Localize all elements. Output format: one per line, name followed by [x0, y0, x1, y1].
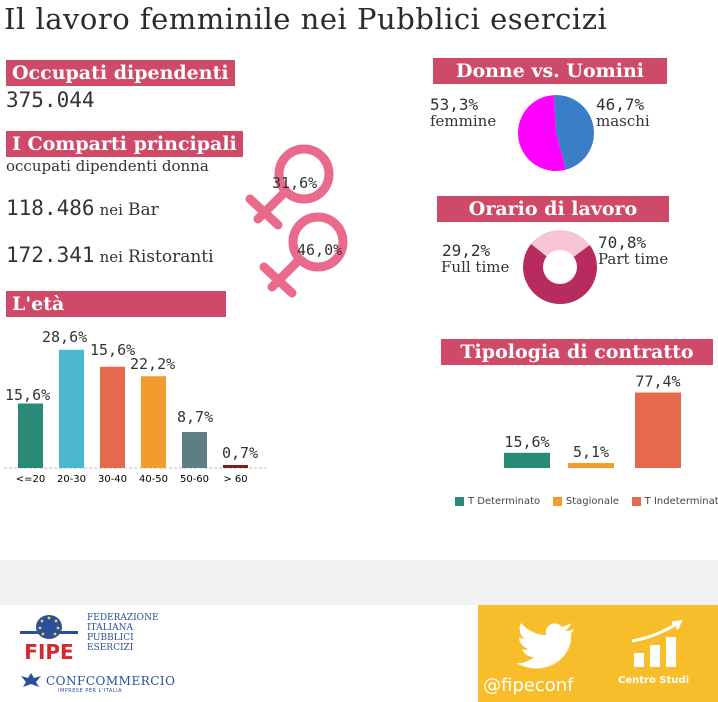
female-symbol-icon — [259, 212, 348, 298]
eta-bar-chart: <=20 20-30 30-40 40-50 50-60 > 6015,6%28,6%15… — [4, 328, 266, 485]
tipologia-header: Tipologia di contratto — [441, 339, 713, 365]
bar-t-determinato — [504, 452, 550, 468]
bar-> 60 — [223, 465, 248, 468]
ristoranti-pct: 46,0% — [297, 241, 343, 259]
tick-label: 30-40 — [98, 474, 127, 485]
centro-studi-label: Centro Studi — [618, 675, 689, 686]
bar-30-40 — [100, 366, 125, 468]
pie-slice-maschi — [553, 95, 594, 170]
maschi-pct: 46,7% — [596, 95, 645, 114]
fipe-line: FEDERAZIONE — [87, 613, 159, 623]
femmine-label: femmine — [430, 112, 497, 130]
female-symbols — [245, 144, 348, 298]
legend-label: T Determinato — [468, 496, 541, 507]
legend-item: T Determinato — [455, 496, 540, 507]
bar-row: 118.486 nei Bar — [6, 196, 159, 220]
maschi-label: maschi — [596, 112, 650, 130]
bar-prefix: nei — [99, 201, 123, 219]
fipe-logo-text: FIPE — [24, 640, 73, 664]
parttime-label: Part time — [598, 250, 669, 268]
bar-stagionale — [568, 463, 614, 468]
parttime-pct: 70,8% — [598, 233, 647, 252]
bar-20-30 — [59, 349, 84, 468]
tipologia-legend: T Determinato Stagionale T Indeterminato — [455, 496, 718, 507]
gender-pie-chart — [518, 95, 594, 171]
tipologia-bar-chart: 15,6% 5,1% 77,4% — [504, 373, 681, 468]
fipe-line: ESERCIZI — [87, 643, 134, 653]
comparti-header: I Comparti principali — [6, 131, 243, 157]
occupati-value: 375.044 — [6, 88, 95, 112]
orario-donut-chart — [523, 229, 597, 304]
legend-item: T Indeterminato — [631, 496, 718, 507]
femmine-pct: 53,3% — [430, 95, 479, 114]
ristoranti-label: Ristoranti — [128, 247, 214, 267]
legend-swatch — [455, 496, 464, 506]
fipe-line: ITALIANA — [87, 623, 133, 633]
fipe-line: PUBBLICI — [87, 633, 134, 643]
legend-item: Stagionale — [552, 496, 619, 507]
data-label: 5,1% — [573, 443, 609, 461]
pie-slice-femmine — [518, 95, 567, 171]
legend-swatch — [631, 496, 641, 506]
confcommercio-eagle-icon — [21, 673, 41, 687]
bar-40-50 — [141, 376, 166, 468]
comparti-subtitle: occupati dipendenti donna — [6, 157, 209, 175]
fipe-logo-icon: FIPE — [20, 615, 78, 664]
legend-label: Stagionale — [565, 496, 619, 507]
eta-header: L'età — [6, 291, 226, 317]
legend-label: T Indeterminato — [644, 496, 718, 507]
legend-swatch — [552, 496, 562, 506]
donut-slice-part-time — [523, 244, 597, 304]
bar-value: 118.486 — [6, 196, 95, 220]
fulltime-pct: 29,2% — [442, 241, 491, 260]
centro-studi-chart-icon — [631, 620, 683, 667]
tick-label: 40-50 — [139, 474, 168, 485]
confcommercio-text: CONFCOMMERCIO — [46, 674, 176, 688]
tick-label: 50-60 — [180, 474, 209, 485]
data-label: 22,2% — [130, 355, 175, 373]
data-label: 28,6% — [42, 328, 87, 346]
fulltime-label: Full time — [441, 258, 510, 276]
confcommercio-sub: IMPRESE PER L'ITALIA — [58, 688, 122, 694]
bar-50-60 — [182, 432, 207, 468]
ristoranti-value: 172.341 — [6, 243, 95, 267]
fipe-text: FEDERAZIONE ITALIANA PUBBLICI ESERCIZI — [87, 613, 159, 653]
twitter-bird-icon[interactable] — [516, 621, 578, 669]
twitter-handle-link[interactable]: @fipeconf — [483, 675, 574, 696]
donut-slice-full-time — [531, 229, 590, 257]
tick-label: 20-30 — [57, 474, 86, 485]
data-label: 77,4% — [635, 373, 680, 391]
orario-header: Orario di lavoro — [437, 196, 669, 222]
bar-pct: 31,6% — [272, 174, 318, 192]
data-label: 0,7% — [222, 444, 258, 462]
data-label: 15,6% — [504, 433, 549, 451]
tick-label: > 60 — [223, 474, 247, 485]
data-label: 8,7% — [177, 408, 213, 426]
bar-<=20 — [18, 403, 43, 468]
occupati-header: Occupati dipendenti — [6, 60, 235, 86]
footer-logos: FIPE FEDERAZIONE ITALIANA PUBBLICI ESERC… — [0, 605, 478, 702]
bar-t-indeterminato — [635, 392, 681, 468]
data-label: 15,6% — [90, 341, 135, 359]
female-symbol-icon — [245, 144, 334, 230]
ristoranti-row: 172.341 nei Ristoranti — [6, 243, 214, 267]
tick-label: <=20 — [16, 474, 45, 485]
page-title: Il lavoro femminile nei Pubblici eserciz… — [4, 2, 608, 36]
ristoranti-prefix: nei — [99, 248, 123, 266]
bar-label: Bar — [128, 200, 159, 220]
data-label: 15,6% — [5, 386, 50, 404]
donne-uomini-header: Donne vs. Uomini — [433, 58, 667, 84]
footer-social: @fipeconf Centro Studi — [478, 605, 718, 702]
